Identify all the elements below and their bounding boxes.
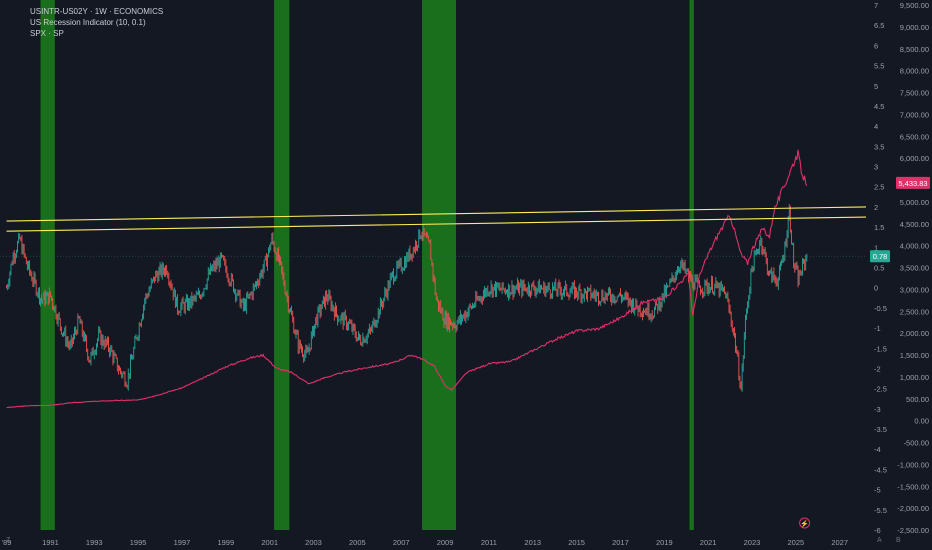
y-tick-spx: 3,000.00 xyxy=(900,285,929,294)
y-tick-spx: 6,500.00 xyxy=(900,132,929,141)
x-tick: 2003 xyxy=(305,538,322,547)
y-tick-spread: -4.5 xyxy=(874,465,887,474)
x-tick: 1997 xyxy=(174,538,191,547)
x-tick: 2013 xyxy=(524,538,541,547)
y-tick-spx: 4,000.00 xyxy=(900,242,929,251)
y-tick-spread: -3 xyxy=(874,405,881,414)
y-tick-spread: 5.5 xyxy=(874,62,884,71)
y-tick-spx: 7,500.00 xyxy=(900,89,929,98)
y-tick-spx: 9,500.00 xyxy=(900,1,929,10)
x-tick: 2009 xyxy=(437,538,454,547)
x-tick: 2011 xyxy=(481,538,497,547)
legend-spx-label[interactable]: SPX · SP xyxy=(30,29,64,38)
event-marker-icon xyxy=(799,517,811,529)
y-tick-spread: -2 xyxy=(874,364,881,373)
recession-band-0 xyxy=(40,0,55,530)
y-tick-spx: -2,500.00 xyxy=(897,526,929,535)
y-tick-spx: -1,000.00 xyxy=(897,460,929,469)
x-tick: 2005 xyxy=(349,538,366,547)
resistance-line-0 xyxy=(6,206,867,222)
spx-last-value: 5,433.83 xyxy=(898,179,927,188)
x-tick: 1991 xyxy=(42,538,59,547)
y-tick-spread: 0.5 xyxy=(874,264,884,273)
y-tick-spx: -1,500.00 xyxy=(897,482,929,491)
recession-band-3 xyxy=(689,0,694,530)
y-tick-spread: -6 xyxy=(874,526,881,535)
y-tick-spread: -2.5 xyxy=(874,385,887,394)
legend: USINTR-US02Y · 1W · ECONOMICS US Recessi… xyxy=(30,6,163,39)
x-tick: 2021 xyxy=(700,538,717,547)
y-tick-spread: -1 xyxy=(874,324,881,333)
y-tick-spx: 8,500.00 xyxy=(900,45,929,54)
y-tick-spread: 4 xyxy=(874,122,878,131)
recession-band-2 xyxy=(422,0,457,530)
y-tick-spx: 5,000.00 xyxy=(900,198,929,207)
y-tick-spx: 6,000.00 xyxy=(900,154,929,163)
corner-auto-toggle[interactable]: A xyxy=(877,537,882,544)
y-tick-spread: 2 xyxy=(874,203,878,212)
y-tick-spread: 6 xyxy=(874,41,878,50)
legend-spread-label[interactable]: USINTR-US02Y · 1W · ECONOMICS xyxy=(30,7,164,16)
y-tick-spx: 4,500.00 xyxy=(900,220,929,229)
y-tick-spread: 3.5 xyxy=(874,142,884,151)
spread-last-value: 0.78 xyxy=(873,252,888,261)
y-tick-spread: 5 xyxy=(874,82,878,91)
y-tick-spx: 500.00 xyxy=(906,395,929,404)
x-tick: 2015 xyxy=(568,538,585,547)
y-tick-spread: -3.5 xyxy=(874,425,887,434)
x-tick: '89 xyxy=(2,538,12,547)
y-tick-spx: 0.00 xyxy=(914,417,929,426)
y-tick-spread: 4.5 xyxy=(874,102,884,111)
y-tick-spx: 8,000.00 xyxy=(900,67,929,76)
spread-last-badge xyxy=(870,250,890,263)
x-tick: 2023 xyxy=(744,538,761,547)
y-tick-spx: 3,500.00 xyxy=(900,264,929,273)
y-tick-spx: 7,000.00 xyxy=(900,110,929,119)
y-tick-spread: -5 xyxy=(874,486,881,495)
x-tick: 2025 xyxy=(787,538,804,547)
spx-last-badge xyxy=(896,176,930,189)
y-tick-spread: 2.5 xyxy=(874,183,884,192)
y-tick-spx: 9,000.00 xyxy=(900,23,929,32)
y-tick-spx: -2,000.00 xyxy=(897,504,929,513)
resistance-line-1 xyxy=(6,216,867,232)
y-tick-spx: -500.00 xyxy=(904,439,929,448)
y-tick-spx: 1,500.00 xyxy=(900,351,929,360)
y-tick-spx: 1,000.00 xyxy=(900,373,929,382)
y-tick-spread: -1.5 xyxy=(874,344,887,353)
y-tick-spread: 7 xyxy=(874,1,878,10)
corner-left-text: Z xyxy=(6,537,11,544)
y-tick-spx: 2,500.00 xyxy=(900,307,929,316)
spx-series-line xyxy=(6,149,808,409)
y-tick-spx: 2,000.00 xyxy=(900,329,929,338)
x-tick: 1993 xyxy=(86,538,103,547)
y-tick-spread: 0 xyxy=(874,284,878,293)
event-marker-glyph: ⚡ xyxy=(800,519,809,528)
y-tick-spread: 1 xyxy=(874,243,878,252)
x-tick: 2001 xyxy=(261,538,278,547)
y-tick-spread: -0.5 xyxy=(874,304,887,313)
y-tick-spread: -5.5 xyxy=(874,506,887,515)
x-tick: 2019 xyxy=(656,538,673,547)
x-tick: 1995 xyxy=(130,538,147,547)
x-tick: 2017 xyxy=(612,538,629,547)
y-tick-spread: 3 xyxy=(874,163,878,172)
y-tick-spread: 1.5 xyxy=(874,223,884,232)
y-tick-spread: -4 xyxy=(874,445,881,454)
x-tick: 2007 xyxy=(393,538,410,547)
corner-scale-toggle[interactable]: B xyxy=(896,537,901,544)
legend-recession-label[interactable]: US Recession Indicator (10, 0.1) xyxy=(30,18,146,27)
x-tick: 2027 xyxy=(831,538,848,547)
y-tick-spread: 6.5 xyxy=(874,21,884,30)
x-tick: 1999 xyxy=(217,538,234,547)
